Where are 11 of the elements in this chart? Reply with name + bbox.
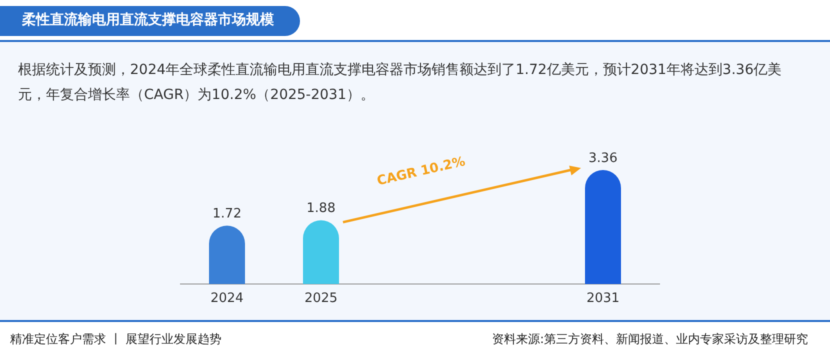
data-label: 1.88 — [306, 201, 336, 216]
x-tick-label: 2025 — [304, 291, 338, 306]
x-tick-label: 2024 — [210, 291, 244, 306]
chart-title: 柔性直流输电用直流支撑电容器市场规模 — [22, 11, 274, 29]
data-label: 3.36 — [588, 151, 618, 166]
chart-subtitle: 根据统计及预测，2024年全球柔性直流输电用直流支撑电容器市场销售额达到了1.72亿美元，预计2031年将达到3.36亿美元，年复合增长率（CAGR）为10.2%（2025-2031）。 — [18, 61, 783, 105]
data-label: 1.72 — [212, 206, 242, 222]
text: 精准定位客户需求 丨 展望行业发展趋势 — [10, 331, 222, 348]
text: 资料来源:第三方资料、新闻报道、业内专家采访及整理研究 — [492, 331, 808, 348]
x-tick-label: 2031 — [586, 291, 620, 306]
annotation: CAGR 10.2% — [376, 154, 467, 189]
